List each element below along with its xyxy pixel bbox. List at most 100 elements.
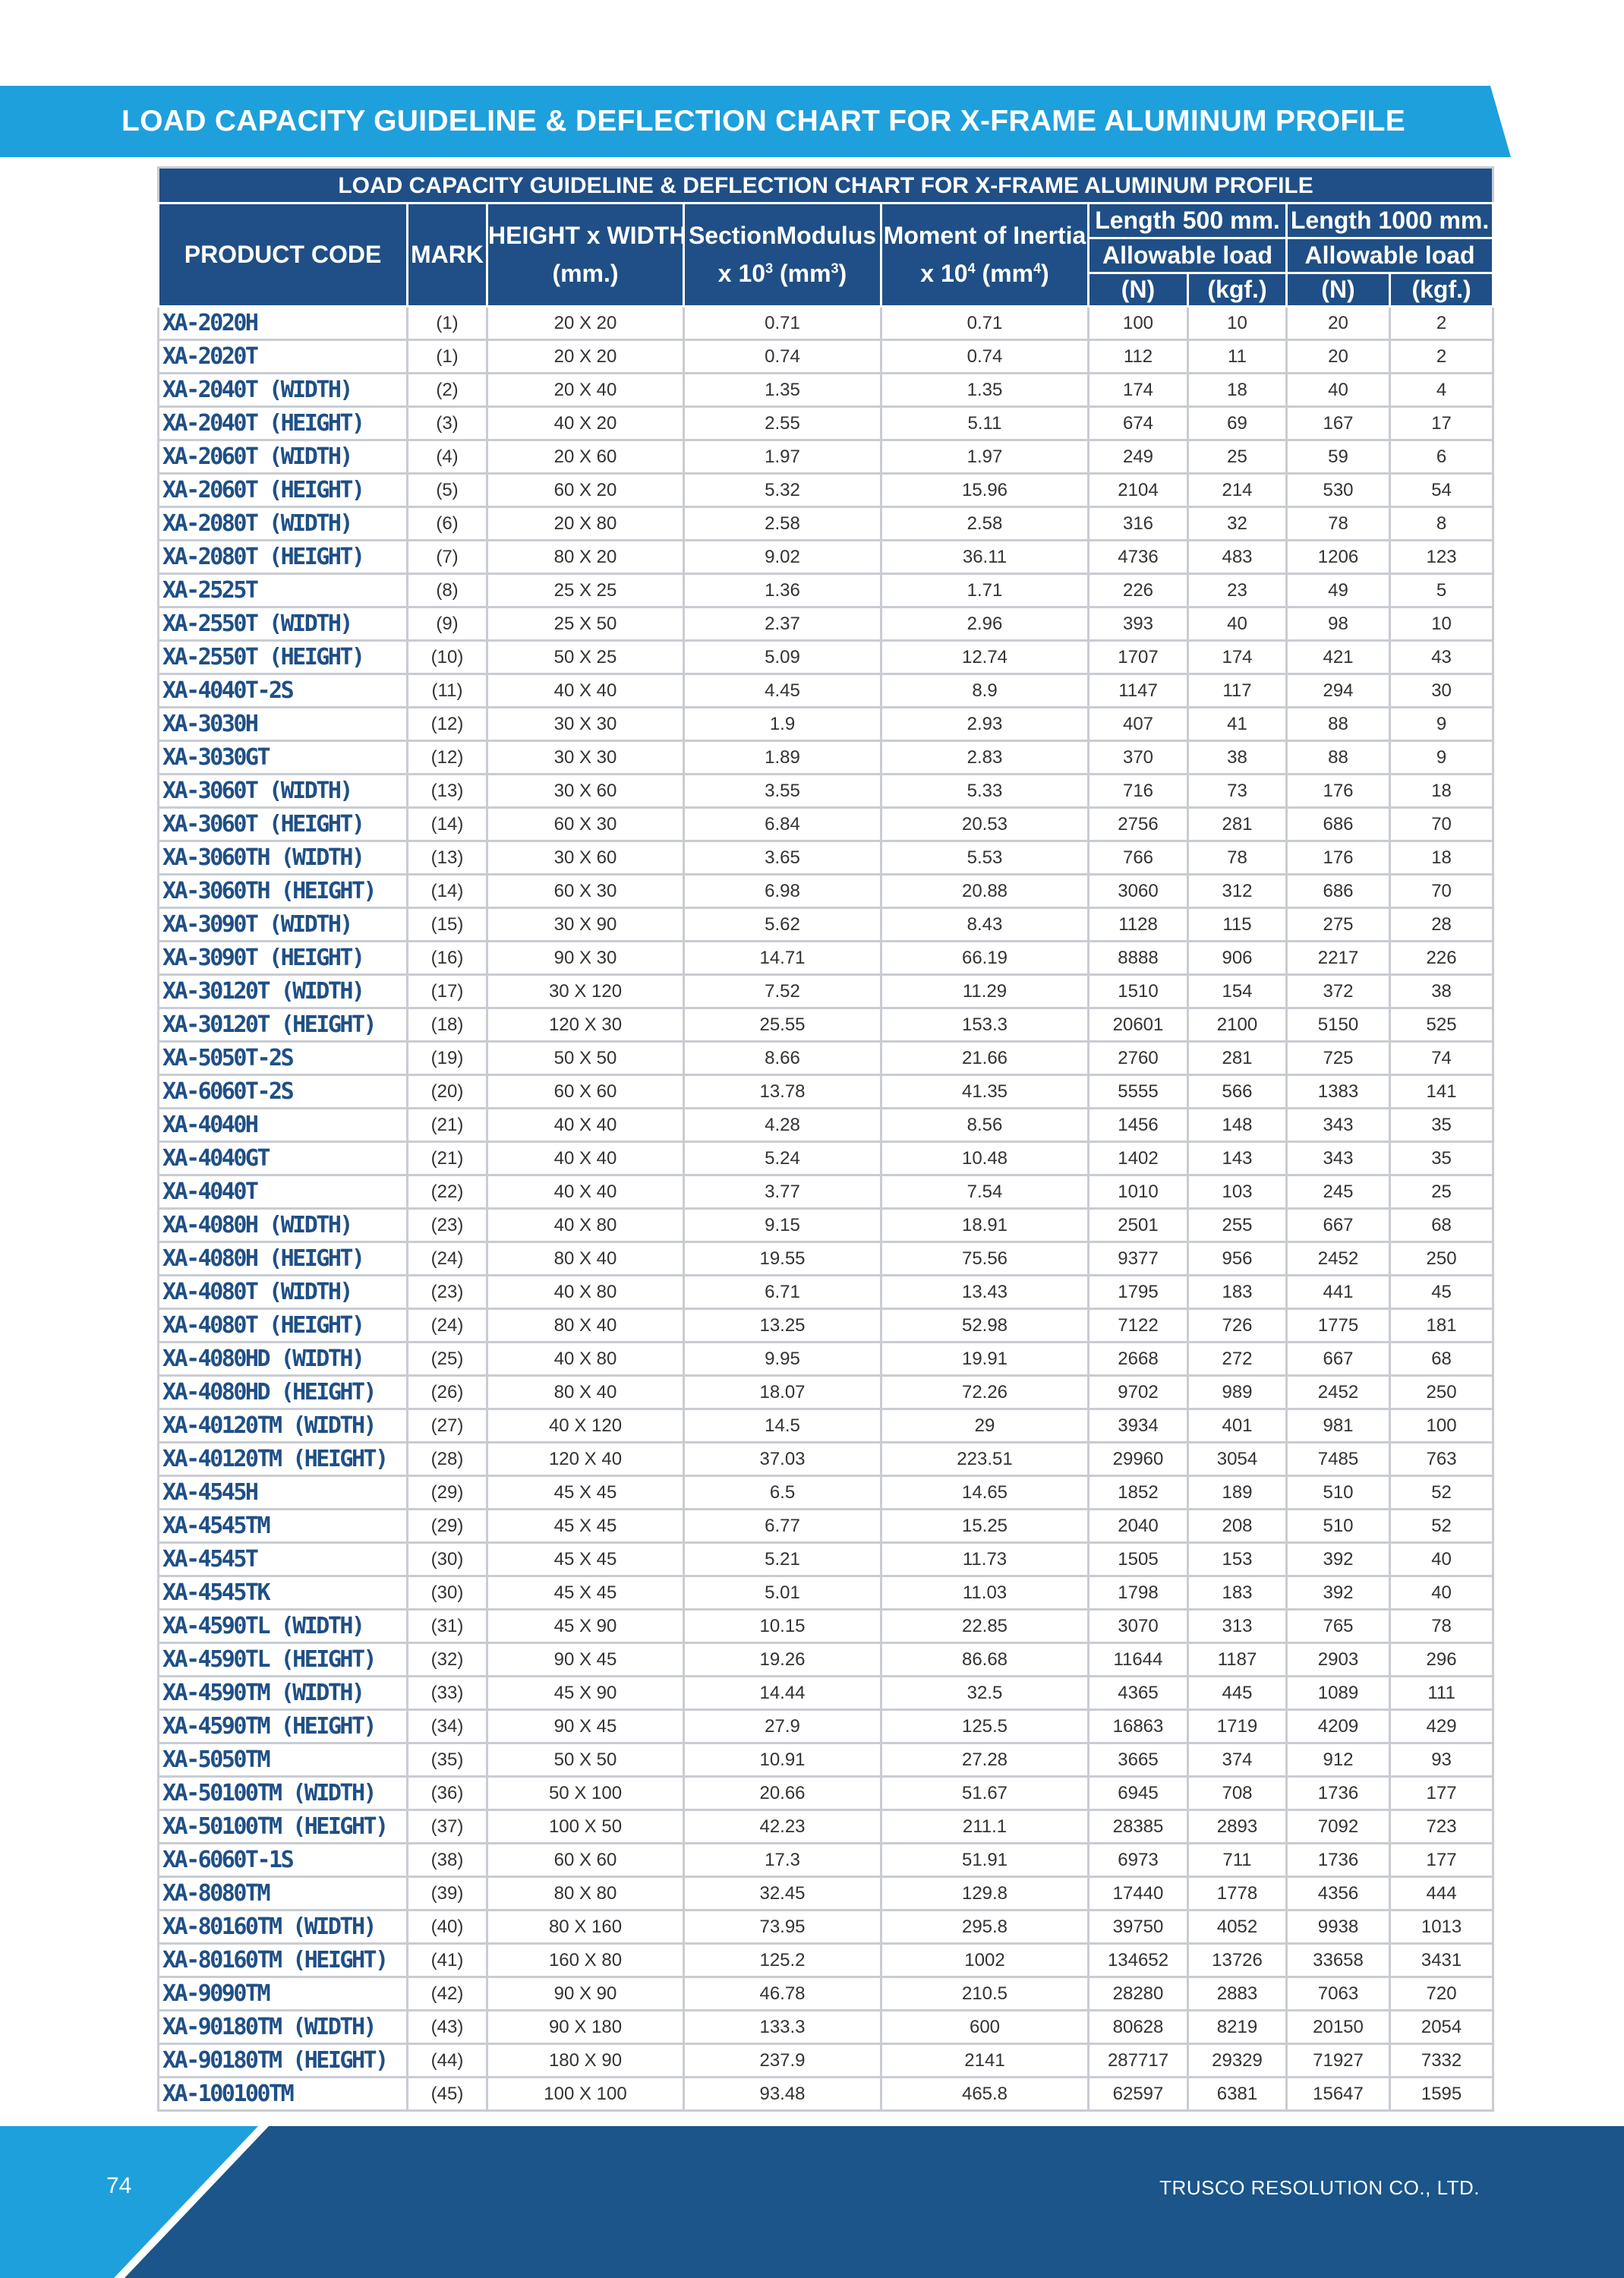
cell-mark: (13) (406, 773, 488, 809)
cell-load-500-n: 39750 (1087, 1909, 1189, 1945)
cell-section-modulus: 14.71 (683, 940, 882, 976)
cell-section-modulus: 17.3 (683, 1842, 882, 1878)
cell-moment-of-inertia: 0.71 (880, 305, 1089, 341)
cell-load-500-n: 1852 (1087, 1475, 1189, 1510)
table-row: XA-4080T (HEIGHT) (24) 80 X 40 13.25 52.98 71… (157, 1308, 1495, 1343)
cell-load-500-n: 1147 (1087, 673, 1189, 708)
cell-load-1000-kgf: 70 (1388, 873, 1495, 909)
cell-load-1000-kgf: 28 (1388, 907, 1495, 942)
cell-load-500-n: 6945 (1087, 1775, 1189, 1811)
cell-height-width: 80 X 160 (486, 1909, 685, 1945)
cell-moment-of-inertia: 1.71 (880, 573, 1089, 608)
cell-moment-of-inertia: 210.5 (880, 1976, 1089, 2011)
cell-section-modulus: 6.71 (683, 1274, 882, 1310)
cell-load-1000-n: 59 (1285, 439, 1391, 475)
cell-load-500-n: 2501 (1087, 1207, 1189, 1243)
cell-moment-of-inertia: 32.5 (880, 1675, 1089, 1711)
table-caption: LOAD CAPACITY GUIDELINE & DEFLECTION CHA… (156, 166, 1495, 204)
cell-section-modulus: 18.07 (683, 1374, 882, 1410)
cell-mark: (19) (406, 1040, 488, 1076)
table-row: XA-50100TM (WIDTH) (36) 50 X 100 20.66 51.67… (157, 1775, 1495, 1811)
header-allowable-load-500: Allowable load (1087, 237, 1288, 274)
cell-mark: (26) (406, 1374, 488, 1410)
cell-height-width: 50 X 50 (486, 1040, 685, 1076)
cell-product-code: XA-5050TM (157, 1742, 408, 1778)
cell-moment-of-inertia: 29 (880, 1408, 1089, 1443)
cell-moment-of-inertia: 20.53 (880, 806, 1089, 842)
cell-load-1000-kgf: 35 (1388, 1141, 1495, 1176)
cell-height-width: 45 X 45 (486, 1575, 685, 1611)
cell-height-width: 80 X 40 (486, 1374, 685, 1410)
cell-moment-of-inertia: 1.97 (880, 439, 1089, 475)
cell-load-1000-kgf: 18 (1388, 773, 1495, 809)
cell-load-1000-n: 98 (1285, 606, 1391, 642)
cell-product-code: XA-4040GT (157, 1141, 408, 1176)
cell-moment-of-inertia: 223.51 (880, 1441, 1089, 1477)
header-section-modulus-line2: x 103 (mm3) (717, 259, 847, 287)
table-row: XA-2080T (HEIGHT) (7) 80 X 20 9.02 36.11 4736… (157, 539, 1495, 575)
cell-mark: (17) (406, 973, 488, 1009)
table-row: XA-2550T (HEIGHT) (10) 50 X 25 5.09 12.74 170… (157, 639, 1495, 675)
cell-load-1000-n: 392 (1285, 1541, 1391, 1577)
cell-load-500-kgf: 708 (1187, 1775, 1288, 1811)
cell-mark: (18) (406, 1007, 488, 1043)
cell-product-code: XA-2080T (HEIGHT) (157, 539, 408, 575)
cell-section-modulus: 7.52 (683, 973, 882, 1009)
cell-product-code: XA-3090T (HEIGHT) (157, 940, 408, 976)
cell-moment-of-inertia: 52.98 (880, 1308, 1089, 1343)
cell-load-1000-n: 343 (1285, 1107, 1391, 1143)
cell-load-500-kgf: 6381 (1187, 2076, 1288, 2112)
cell-height-width: 45 X 90 (486, 1675, 685, 1711)
cell-load-1000-n: 88 (1285, 740, 1391, 775)
cell-load-500-kgf: 40 (1187, 606, 1288, 642)
table-row: XA-6060T-1S (38) 60 X 60 17.3 51.91 6973 711 17… (157, 1842, 1495, 1878)
cell-load-500-kgf: 906 (1187, 940, 1288, 976)
cell-load-1000-kgf: 17 (1388, 405, 1495, 441)
cell-height-width: 40 X 40 (486, 1107, 685, 1143)
cell-load-500-n: 8888 (1087, 940, 1189, 976)
cell-load-1000-kgf: 1595 (1388, 2076, 1495, 2112)
cell-load-1000-n: 294 (1285, 673, 1391, 708)
cell-load-500-kgf: 1187 (1187, 1642, 1288, 1677)
cell-load-1000-kgf: 525 (1388, 1007, 1495, 1043)
cell-height-width: 80 X 20 (486, 539, 685, 575)
cell-load-500-n: 287717 (1087, 2043, 1189, 2078)
cell-moment-of-inertia: 75.56 (880, 1241, 1089, 1276)
cell-section-modulus: 73.95 (683, 1909, 882, 1945)
cell-load-500-kgf: 183 (1187, 1575, 1288, 1611)
cell-mark: (23) (406, 1274, 488, 1310)
cell-load-1000-kgf: 1013 (1388, 1909, 1495, 1945)
cell-moment-of-inertia: 465.8 (880, 2076, 1089, 2112)
cell-load-1000-kgf: 52 (1388, 1508, 1495, 1544)
cell-moment-of-inertia: 600 (880, 2009, 1089, 2045)
cell-load-1000-n: 1089 (1285, 1675, 1391, 1711)
cell-load-1000-n: 1736 (1285, 1842, 1391, 1878)
table-row: XA-2060T (HEIGHT) (5) 60 X 20 5.32 15.96 2104… (157, 472, 1495, 508)
cell-height-width: 80 X 80 (486, 1876, 685, 1911)
cell-load-500-n: 716 (1087, 773, 1189, 809)
cell-product-code: XA-4080H (HEIGHT) (157, 1241, 408, 1276)
cell-load-500-n: 370 (1087, 740, 1189, 775)
cell-height-width: 80 X 40 (486, 1308, 685, 1343)
cell-product-code: XA-6060T-1S (157, 1842, 408, 1878)
cell-height-width: 45 X 45 (486, 1475, 685, 1510)
cell-load-1000-n: 912 (1285, 1742, 1391, 1778)
header-length-1000: Length 1000 mm. (1285, 202, 1495, 239)
cell-mark: (23) (406, 1207, 488, 1243)
cell-load-500-kgf: 38 (1187, 740, 1288, 775)
cell-height-width: 20 X 80 (486, 506, 685, 541)
table-row: XA-4080T (WIDTH) (23) 40 X 80 6.71 13.43 1795… (157, 1274, 1495, 1310)
cell-product-code: XA-2040T (WIDTH) (157, 372, 408, 408)
cell-product-code: XA-2020T (157, 339, 408, 374)
cell-load-500-kgf: 78 (1187, 840, 1288, 876)
cell-product-code: XA-2060T (HEIGHT) (157, 472, 408, 508)
cell-mark: (3) (406, 405, 488, 441)
cell-mark: (44) (406, 2043, 488, 2078)
cell-load-500-n: 112 (1087, 339, 1189, 374)
cell-section-modulus: 5.32 (683, 472, 882, 508)
cell-load-1000-kgf: 70 (1388, 806, 1495, 842)
cell-load-1000-n: 2217 (1285, 940, 1391, 976)
cell-load-1000-kgf: 74 (1388, 1040, 1495, 1076)
cell-mark: (45) (406, 2076, 488, 2112)
cell-section-modulus: 13.78 (683, 1074, 882, 1109)
